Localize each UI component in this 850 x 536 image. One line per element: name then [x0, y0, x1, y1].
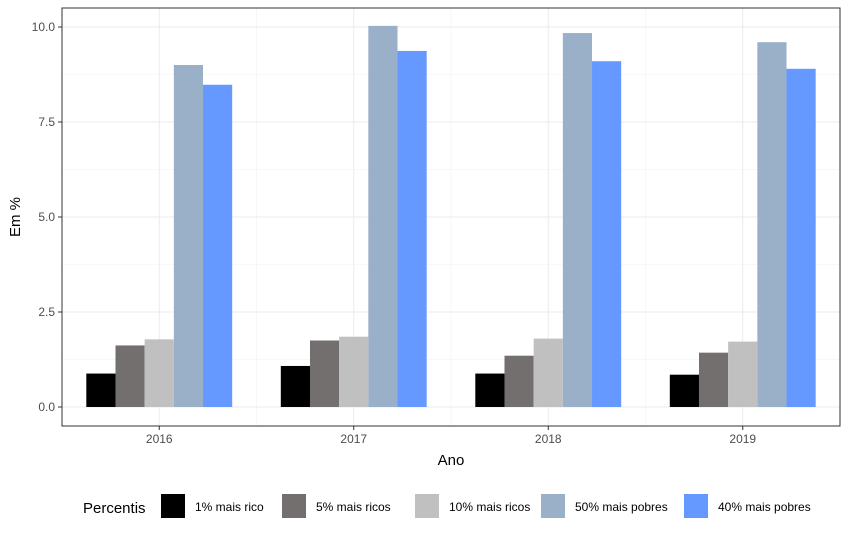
- bar: [397, 50, 427, 407]
- legend-key: [541, 494, 565, 518]
- y-tick-label: 0.0: [38, 400, 55, 414]
- y-tick-label: 7.5: [38, 115, 55, 129]
- y-tick-label: 5.0: [38, 210, 55, 224]
- bar: [280, 365, 310, 407]
- x-tick-label: 2018: [535, 432, 562, 446]
- bar: [203, 84, 233, 407]
- y-tick-label: 2.5: [38, 305, 55, 319]
- bar: [504, 355, 534, 407]
- bar: [562, 33, 593, 407]
- bar: [115, 345, 145, 407]
- legend-label: 5% mais ricos: [316, 500, 391, 514]
- bar: [728, 341, 758, 407]
- legend-key: [282, 494, 306, 518]
- bar: [757, 42, 787, 407]
- bar: [533, 338, 563, 407]
- y-tick-label: 10.0: [32, 20, 56, 34]
- bars: [86, 25, 816, 408]
- legend: Percentis 1% mais rico 5% mais ricos 10% m…: [83, 494, 811, 518]
- x-axis-ticks: 2016 2017 2018 2019: [146, 426, 756, 446]
- bar: [592, 61, 622, 407]
- legend-key: [415, 494, 439, 518]
- legend-label: 50% mais pobres: [575, 500, 668, 514]
- legend-label: 10% mais ricos: [449, 500, 530, 514]
- x-axis-title: Ano: [438, 452, 465, 469]
- legend-key: [684, 494, 708, 518]
- x-tick-label: 2016: [146, 432, 173, 446]
- bar: [368, 25, 398, 408]
- bar: [475, 373, 505, 407]
- x-tick-label: 2017: [340, 432, 367, 446]
- bar: [698, 352, 729, 407]
- bar: [786, 68, 816, 408]
- y-axis-title: Em %: [7, 197, 24, 237]
- x-tick-label: 2019: [729, 432, 756, 446]
- legend-key: [161, 494, 185, 518]
- legend-label: 1% mais rico: [195, 500, 264, 514]
- bar: [173, 65, 204, 407]
- legend-title: Percentis: [83, 500, 146, 517]
- legend-label: 40% mais pobres: [718, 500, 811, 514]
- y-axis-ticks: 0.0 2.5 5.0 7.5 10.0: [32, 20, 62, 414]
- bar: [86, 373, 116, 407]
- bar: [309, 340, 340, 407]
- bar: [144, 339, 174, 407]
- bar: [669, 374, 699, 407]
- bar: [339, 336, 369, 407]
